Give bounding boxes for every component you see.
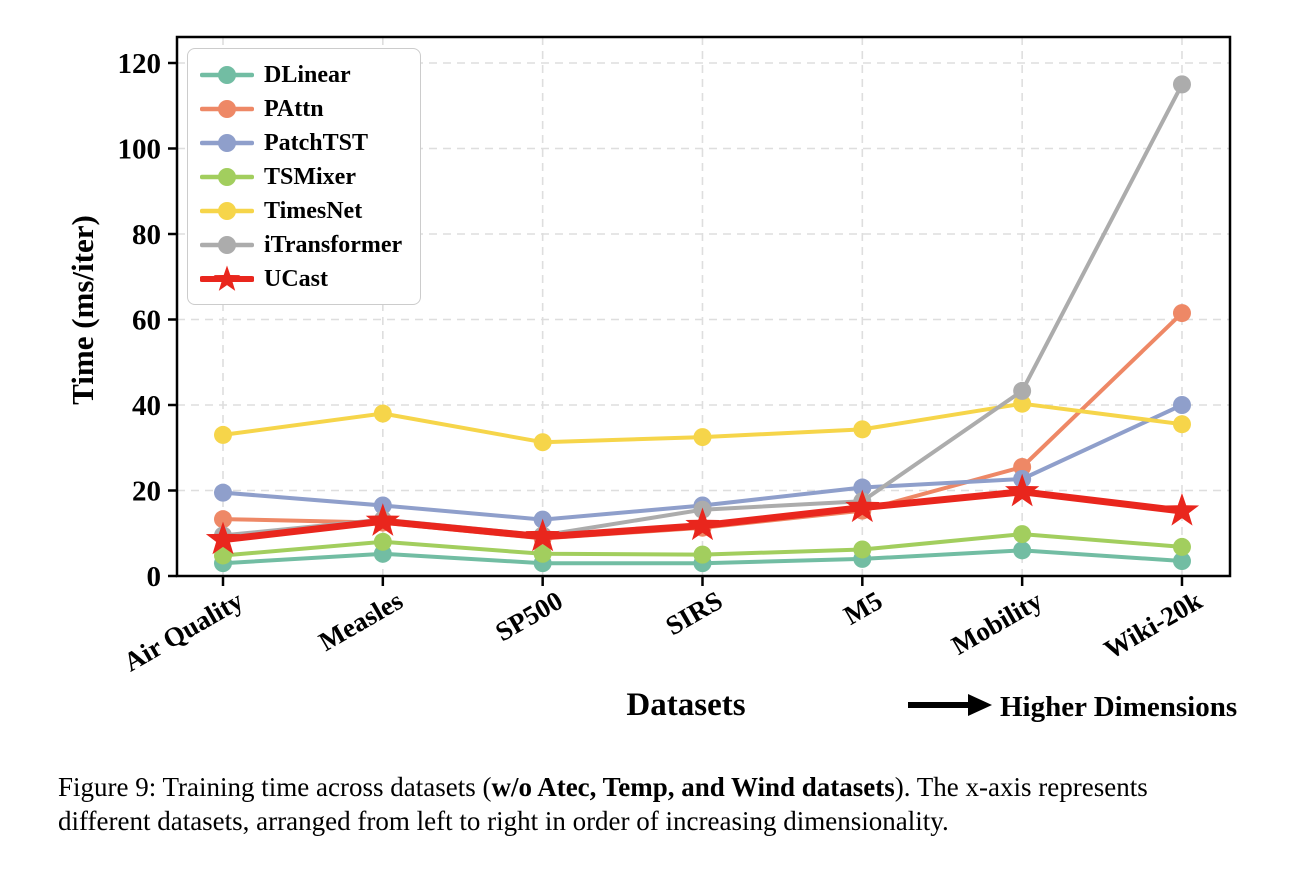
x-tick-label: Wiki-20k bbox=[1099, 585, 1207, 665]
annotation-label: Higher Dimensions bbox=[1000, 691, 1237, 723]
marker-TSMixer bbox=[853, 540, 872, 559]
legend-marker-circle-icon bbox=[200, 133, 254, 152]
series-TimesNet bbox=[214, 394, 1191, 452]
legend-marker-circle-icon bbox=[200, 65, 254, 84]
legend-label: TimesNet bbox=[264, 197, 363, 224]
caption-bold-text: w/o Atec, Temp, and Wind datasets bbox=[491, 772, 895, 802]
marker-TSMixer bbox=[1172, 537, 1191, 556]
marker-iTransformer bbox=[1013, 381, 1032, 400]
y-tick-label: 60 bbox=[132, 305, 161, 337]
y-tick-label: 80 bbox=[132, 219, 161, 251]
legend-label: PAttn bbox=[264, 95, 324, 122]
arrow-head-icon bbox=[968, 694, 992, 716]
legend-marker-star-icon bbox=[200, 265, 254, 291]
marker-PatchTST bbox=[853, 478, 872, 497]
y-tick-label: 100 bbox=[118, 134, 162, 166]
series-lines bbox=[205, 75, 1200, 573]
legend-marker-circle-icon bbox=[200, 167, 254, 186]
marker-TimesNet bbox=[533, 433, 552, 452]
x-tick-label: M5 bbox=[839, 585, 888, 630]
figure-caption: Figure 9: Training time across datasets … bbox=[58, 770, 1278, 838]
legend-marker-circle-icon bbox=[200, 99, 254, 118]
legend-marker-circle-icon bbox=[200, 235, 254, 254]
marker-PatchTST bbox=[214, 483, 232, 502]
marker-TSMixer bbox=[533, 544, 552, 563]
marker-UCast bbox=[685, 507, 720, 541]
marker-PAttn bbox=[214, 510, 232, 529]
legend-item-PatchTST: PatchTST bbox=[200, 126, 402, 159]
higher-dimensions-annotation: Higher Dimensions bbox=[908, 691, 1237, 723]
legend-label: PatchTST bbox=[264, 129, 369, 156]
legend-label: TSMixer bbox=[264, 163, 356, 190]
marker-DLinear bbox=[1013, 541, 1032, 560]
marker-TSMixer bbox=[1013, 525, 1032, 544]
marker-UCast bbox=[365, 503, 400, 536]
chart-legend: DLinear PAttn PatchTST TSMixer TimesNet iTran… bbox=[187, 48, 422, 305]
marker-TimesNet bbox=[1172, 415, 1191, 434]
legend-item-TimesNet: TimesNet bbox=[200, 194, 402, 227]
legend-item-PAttn: PAttn bbox=[200, 92, 402, 125]
y-tick-label: 40 bbox=[132, 390, 161, 422]
x-tick-label: Mobility bbox=[946, 585, 1047, 661]
y-tick-label: 20 bbox=[132, 476, 161, 508]
x-tick-label: Measles bbox=[314, 585, 408, 657]
marker-TimesNet bbox=[214, 425, 232, 444]
y-axis-title: Time (ms/iter) bbox=[65, 215, 100, 405]
caption-text: different datasets, arranged from left t… bbox=[58, 806, 949, 836]
legend-label: DLinear bbox=[264, 61, 351, 88]
x-tick-label: Air Quality bbox=[118, 585, 248, 677]
legend-marker-circle-icon bbox=[200, 201, 254, 220]
marker-PatchTST bbox=[1172, 396, 1191, 414]
series-UCast bbox=[205, 473, 1200, 555]
marker-UCast bbox=[1005, 473, 1040, 507]
axis-ticks bbox=[168, 61, 1184, 586]
y-tick-label: 0 bbox=[147, 561, 162, 593]
legend-label: UCast bbox=[264, 265, 328, 292]
marker-TSMixer bbox=[214, 546, 232, 565]
marker-TimesNet bbox=[853, 420, 872, 439]
y-tick-label: 120 bbox=[118, 48, 162, 80]
marker-TimesNet bbox=[373, 404, 392, 423]
caption-text: Figure 9: Training time across datasets … bbox=[58, 772, 492, 802]
x-tick-label: SP500 bbox=[490, 585, 567, 647]
legend-item-iTransformer: iTransformer bbox=[200, 228, 402, 261]
x-axis-title: Datasets bbox=[626, 687, 745, 723]
legend-label: iTransformer bbox=[264, 231, 403, 258]
caption-text: ). The x-axis represents bbox=[894, 772, 1148, 802]
marker-PAttn bbox=[1172, 304, 1191, 323]
legend-item-DLinear: DLinear bbox=[200, 58, 402, 91]
marker-TSMixer bbox=[693, 545, 712, 564]
legend-item-UCast: UCast bbox=[200, 262, 402, 295]
marker-TSMixer bbox=[373, 532, 392, 551]
marker-UCast bbox=[205, 521, 241, 555]
marker-UCast bbox=[1164, 493, 1200, 526]
marker-UCast bbox=[845, 489, 880, 523]
marker-TimesNet bbox=[693, 428, 712, 447]
marker-DLinear bbox=[1172, 552, 1191, 571]
marker-UCast bbox=[525, 518, 560, 552]
marker-TimesNet bbox=[1013, 394, 1032, 413]
marker-iTransformer bbox=[1172, 75, 1191, 94]
series-TSMixer bbox=[214, 525, 1191, 565]
x-tick-label: SIRS bbox=[660, 585, 727, 641]
legend-item-TSMixer: TSMixer bbox=[200, 160, 402, 193]
training-time-line-chart: 0 20 40 60 80 100 120 Air Quality Measles SP500 SI… bbox=[65, 35, 1237, 723]
